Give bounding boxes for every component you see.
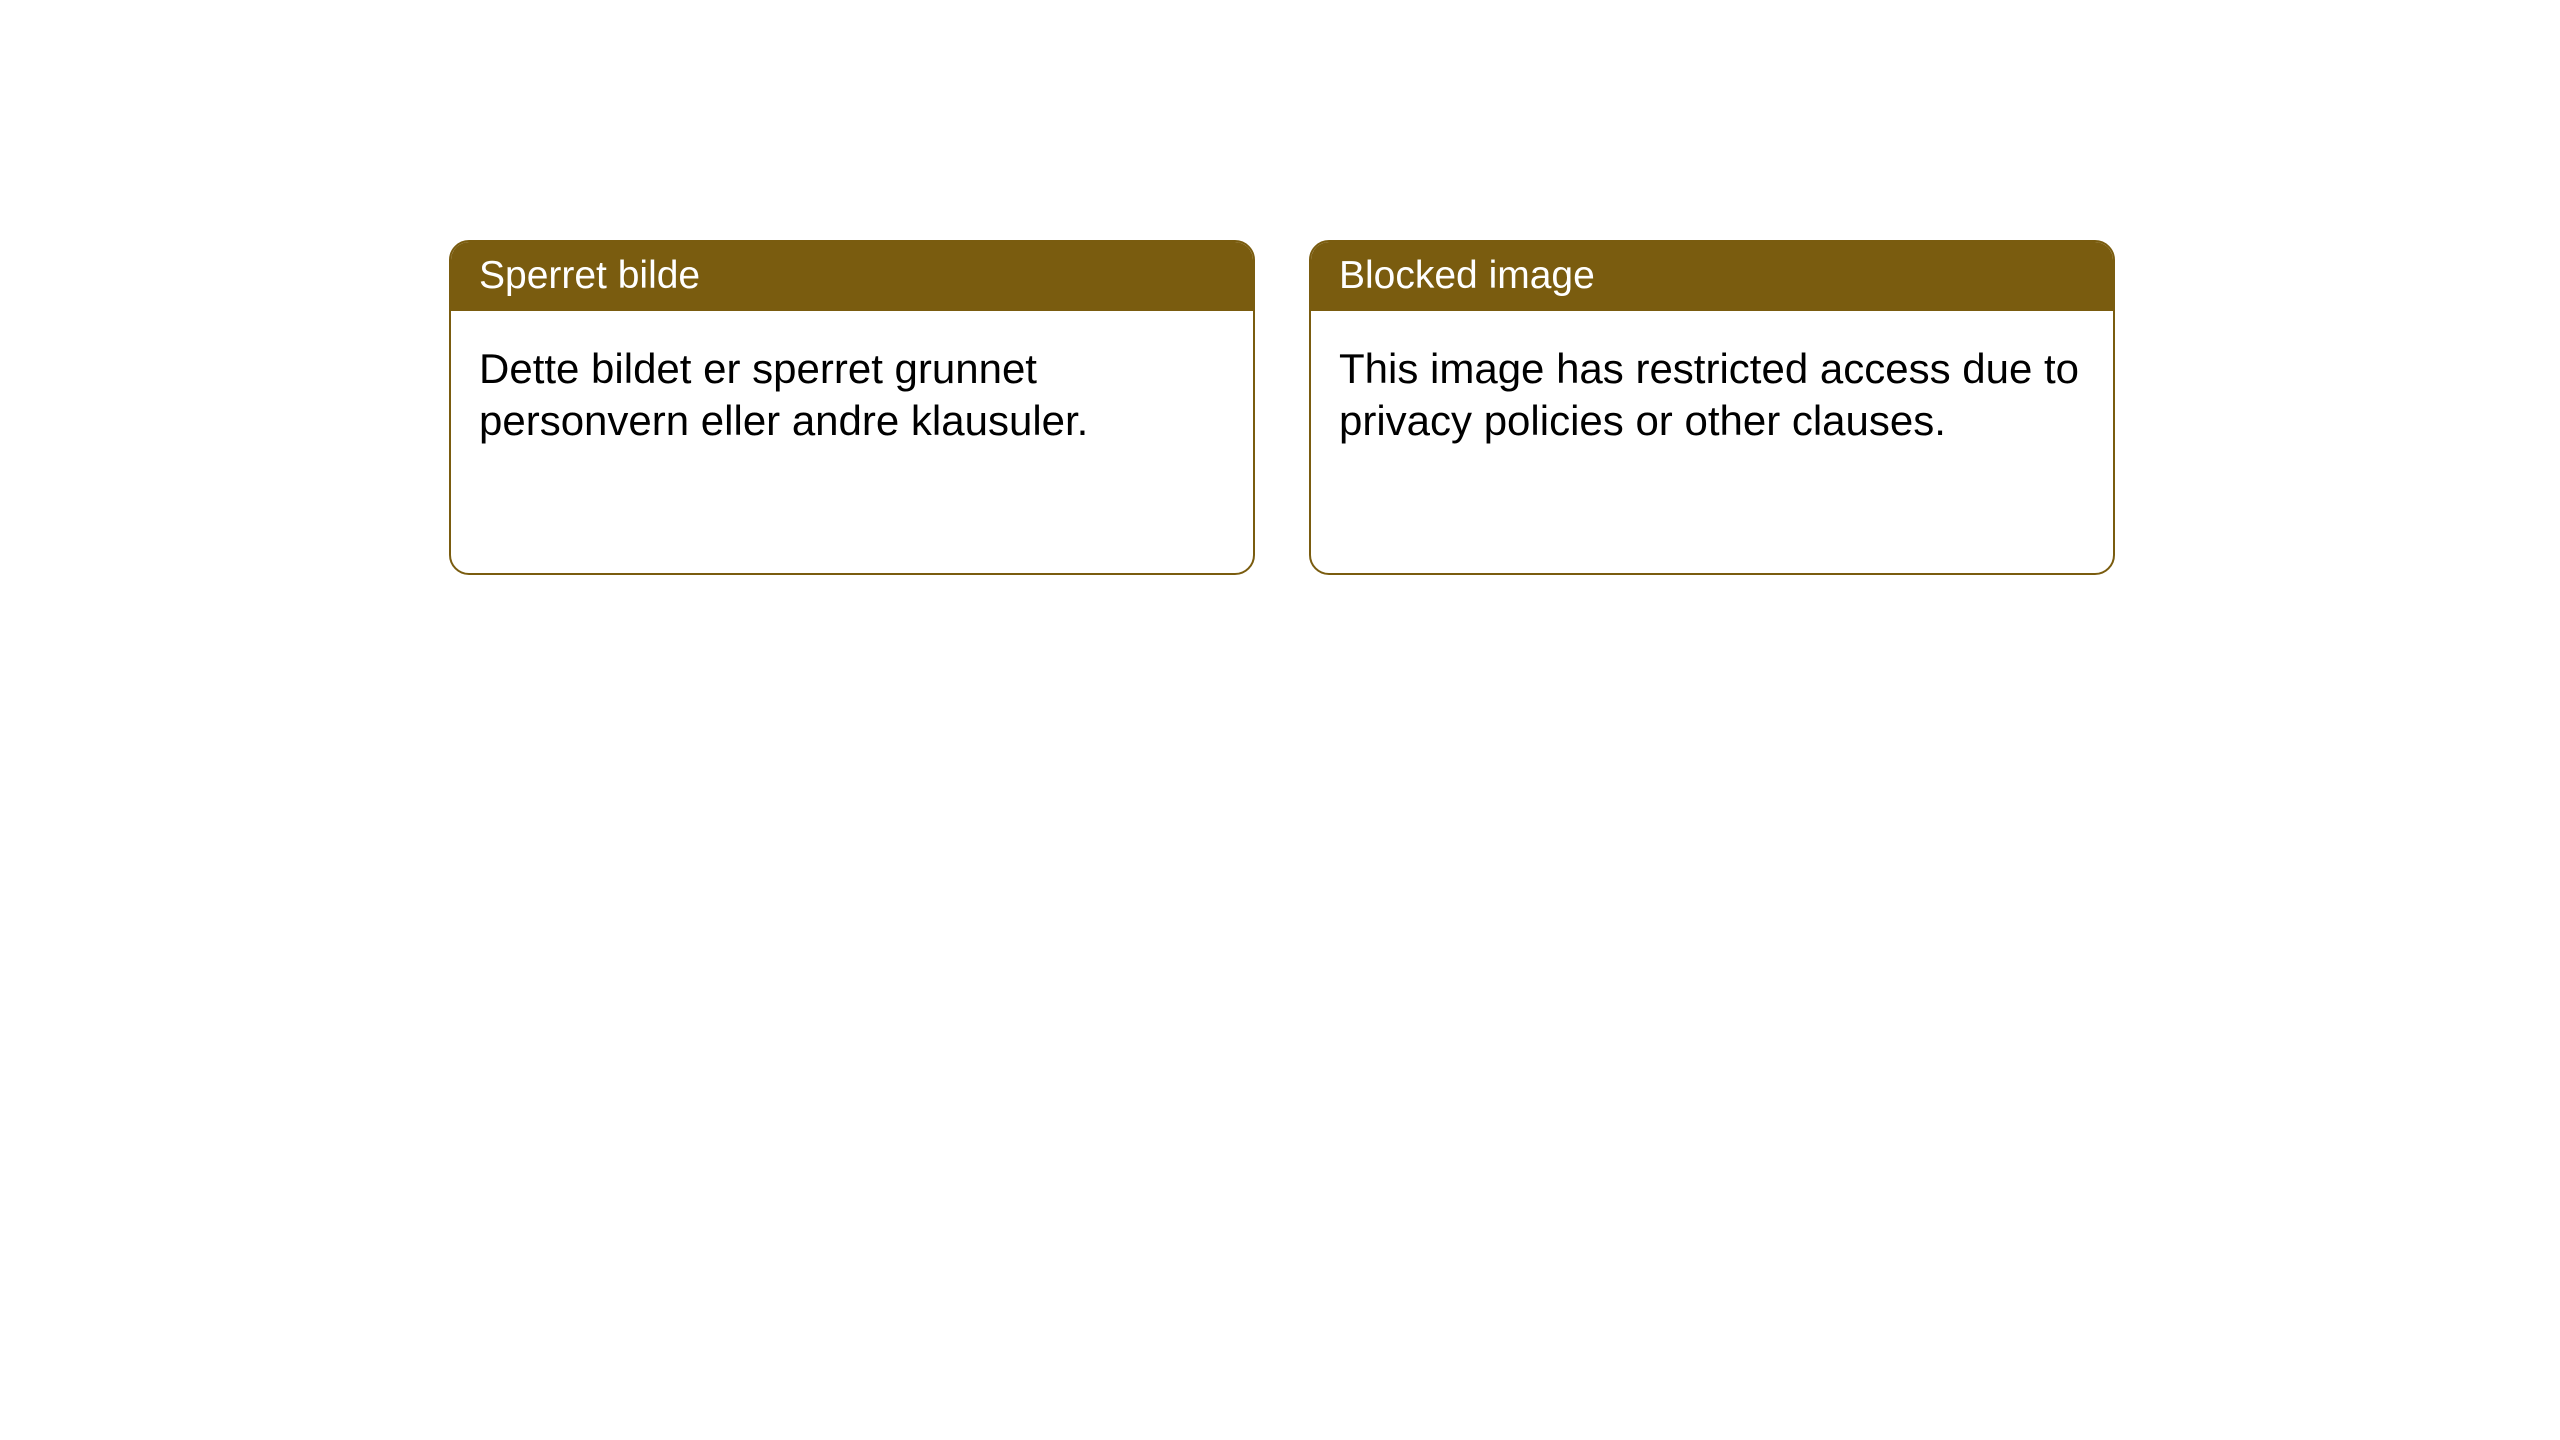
card-message: This image has restricted access due to … <box>1339 345 2079 445</box>
card-body: Dette bildet er sperret grunnet personve… <box>451 311 1253 480</box>
card-title: Sperret bilde <box>479 254 700 297</box>
notice-card-english: Blocked image This image has restricted … <box>1309 240 2115 575</box>
card-body: This image has restricted access due to … <box>1311 311 2113 480</box>
notice-container: Sperret bilde Dette bildet er sperret gr… <box>0 0 2560 575</box>
card-message: Dette bildet er sperret grunnet personve… <box>479 345 1088 445</box>
card-title: Blocked image <box>1339 254 1595 297</box>
notice-card-norwegian: Sperret bilde Dette bildet er sperret gr… <box>449 240 1255 575</box>
card-header: Blocked image <box>1311 242 2113 311</box>
card-header: Sperret bilde <box>451 242 1253 311</box>
